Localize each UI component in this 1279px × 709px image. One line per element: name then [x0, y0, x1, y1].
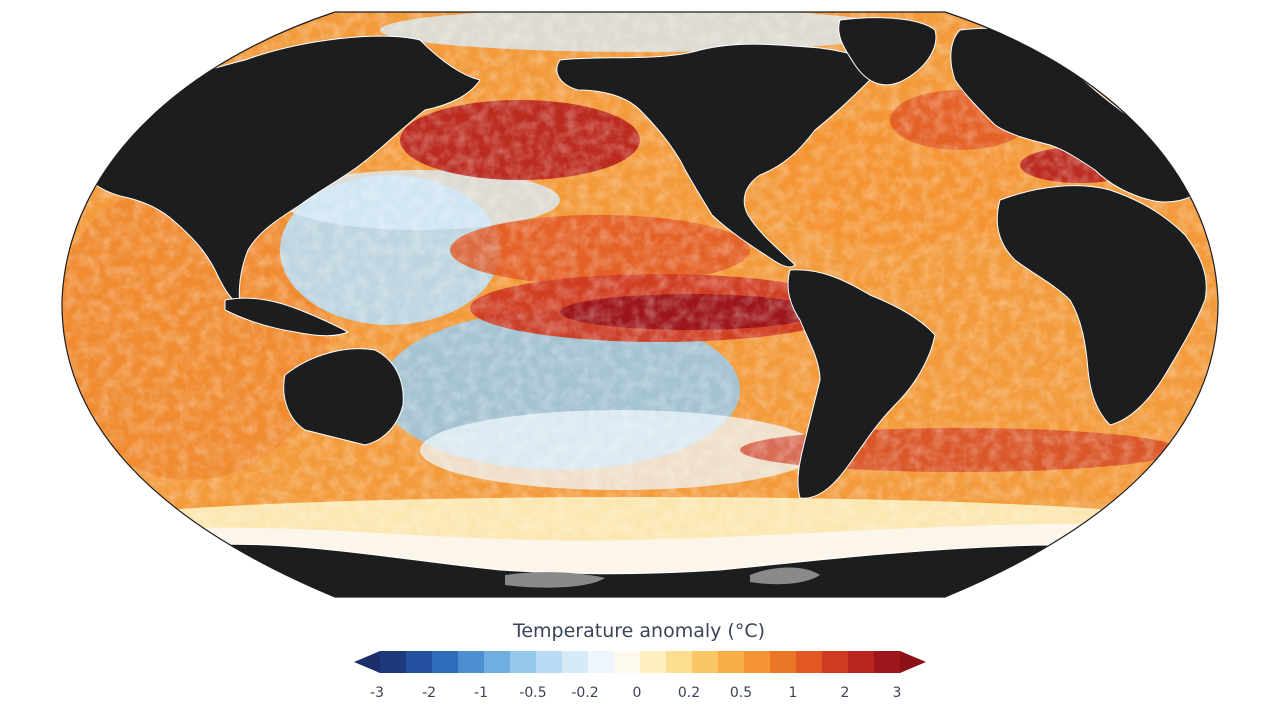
colorbar-segment: [588, 651, 615, 673]
colorbar-segment: [406, 651, 433, 673]
colorbar-segment: [822, 651, 849, 673]
colorbar-tick-labels: -3 -2 -1 -0.5 -0.2 0 0.2 0.5 1 2 3: [370, 685, 901, 701]
ice-shelf-ronne: [750, 567, 820, 585]
colorbar-segment: [614, 651, 641, 673]
colorbar-segment: [666, 651, 693, 673]
colorbar-tick-label: 0.2: [678, 685, 700, 701]
colorbar-tick-label: -0.2: [571, 685, 598, 701]
colorbar-tick-label: -2: [422, 685, 436, 701]
ice-shelf-ross: [505, 572, 605, 588]
landmass-north-america: [556, 43, 881, 268]
colorbar-high-extend: [900, 651, 926, 673]
colorbar-segment: [796, 651, 823, 673]
colorbar-segment: [874, 651, 901, 673]
colorbar-segment: [692, 651, 719, 673]
land-masses: [79, 17, 1207, 597]
colorbar-tick-label: -1: [474, 685, 488, 701]
colorbar: [354, 651, 926, 673]
landmass-greenland: [838, 17, 937, 86]
landmass-indonesia: [224, 297, 350, 337]
colorbar-segment: [458, 651, 485, 673]
landmass-australia: [283, 348, 404, 446]
colorbar-tick-label: 3: [893, 685, 902, 701]
colorbar-tick-label: 0: [633, 685, 642, 701]
colorbar-segment: [510, 651, 537, 673]
colorbar-tick-label: -3: [370, 685, 384, 701]
colorbar-segment: [744, 651, 771, 673]
colorbar-tick-label: -0.5: [519, 685, 546, 701]
landmass-africa: [996, 185, 1207, 426]
colorbar-segment: [484, 651, 511, 673]
colorbar-legend: Temperature anomaly (°C) -3 -2 -1 -0.5 -0.2 0…: [354, 620, 926, 701]
colorbar-tick-label: 1: [789, 685, 798, 701]
globe-outline: [61, 11, 1219, 598]
legend-title: Temperature anomaly (°C): [512, 620, 765, 642]
colorbar-segment: [536, 651, 563, 673]
colorbar-tick-label: 0.5: [730, 685, 752, 701]
colorbar-segment: [770, 651, 797, 673]
colorbar-segment: [562, 651, 589, 673]
colorbar-segment: [718, 651, 745, 673]
colorbar-segment: [432, 651, 459, 673]
colorbar-segment: [380, 651, 407, 673]
colorbar-segment: [640, 651, 667, 673]
colorbar-segment: [848, 651, 875, 673]
colorbar-low-extend: [354, 651, 380, 673]
colorbar-tick-label: 2: [841, 685, 850, 701]
landmass-south-america: [787, 269, 936, 499]
